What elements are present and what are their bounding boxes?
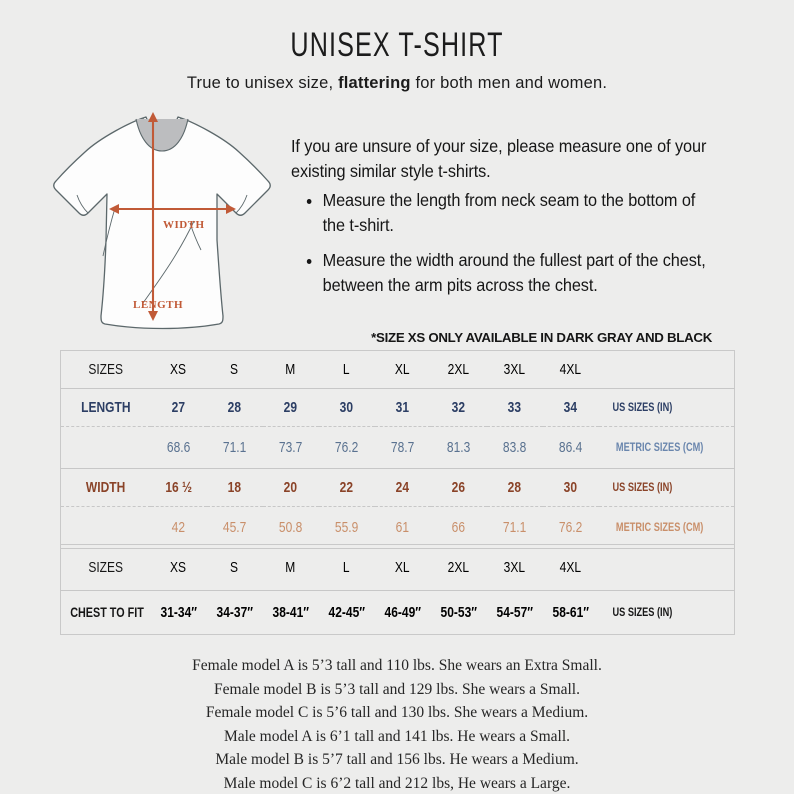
- svg-text:LENGTH: LENGTH: [133, 299, 183, 311]
- svg-text:WIDTH: WIDTH: [163, 219, 205, 231]
